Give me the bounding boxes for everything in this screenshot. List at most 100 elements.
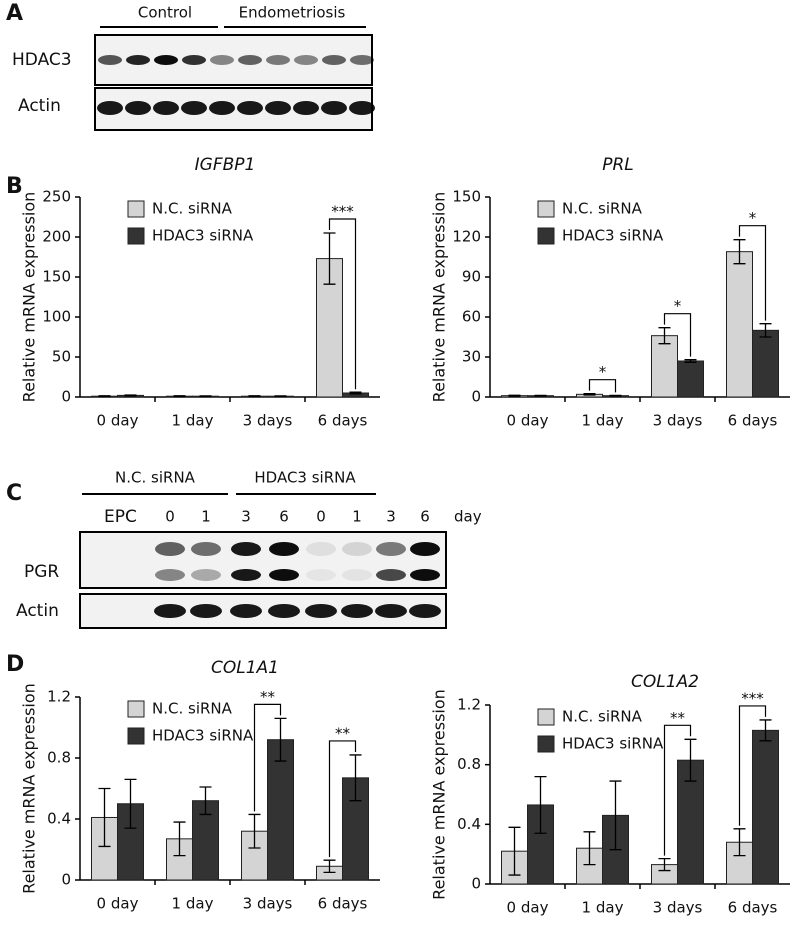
bar [752, 729, 779, 885]
day-label: 1 [352, 508, 362, 526]
band [268, 604, 300, 618]
blot-label: PGR [24, 562, 59, 582]
y-tick-label: 250 [42, 188, 71, 206]
error-bar [199, 786, 212, 816]
group-label: N.C. siRNA [115, 469, 196, 487]
legend-label: N.C. siRNA [152, 200, 233, 218]
error-bar [124, 394, 137, 397]
x-tick-label: 6 days [728, 899, 778, 917]
error-bar [534, 394, 547, 397]
x-tick-label: 1 day [582, 899, 624, 917]
significance-bracket [328, 218, 357, 390]
chart-title: COL1A2 [631, 672, 699, 692]
band [191, 542, 221, 556]
y-axis-label: Relative mRNA expression [20, 192, 39, 403]
x-tick-label: 0 day [97, 895, 139, 913]
significance-label: * [674, 297, 682, 315]
y-axis-label: Relative mRNA expression [430, 192, 449, 403]
band [231, 569, 261, 581]
band [294, 55, 318, 65]
blot-label: Actin [16, 601, 59, 621]
y-axis-label: Relative mRNA expression [430, 689, 449, 900]
y-tick-label: 100 [42, 308, 71, 326]
y-tick-label: 0 [61, 388, 71, 406]
error-bar [98, 395, 111, 398]
significance-label: *** [331, 203, 354, 221]
band [231, 542, 261, 556]
band [98, 55, 122, 65]
error-bar [173, 395, 186, 398]
legend-swatch [537, 708, 555, 726]
error-bar [508, 394, 521, 397]
x-tick-label: 6 days [728, 412, 778, 430]
day-label: 6 [279, 508, 289, 526]
y-tick-label: 120 [452, 228, 481, 246]
band [182, 55, 206, 65]
panel-label: D [6, 652, 24, 677]
band [350, 55, 374, 65]
legend-swatch [127, 200, 145, 218]
error-bar [609, 780, 622, 851]
band [155, 569, 185, 581]
chart-title: IGFBP1 [195, 155, 256, 175]
x-tick-label: 1 day [172, 895, 214, 913]
y-tick-label: 50 [52, 348, 71, 366]
blot [79, 531, 447, 589]
band [181, 101, 207, 115]
band [269, 542, 299, 556]
band [269, 569, 299, 581]
error-bar [583, 393, 596, 396]
x-tick-label: 6 days [318, 412, 368, 430]
error-bar [609, 394, 622, 397]
legend-label: N.C. siRNA [562, 708, 643, 726]
y-tick-label: 60 [462, 308, 481, 326]
band [376, 542, 406, 556]
y-tick-label: 0 [471, 388, 481, 406]
band [322, 55, 346, 65]
y-tick-label: 150 [42, 268, 71, 286]
legend-swatch [127, 227, 145, 245]
band [238, 55, 262, 65]
y-tick-label: 0 [61, 871, 71, 889]
error-bar [583, 831, 596, 866]
x-tick-label: 3 days [243, 412, 293, 430]
band [265, 101, 291, 115]
significance-bracket [738, 705, 767, 826]
x-tick-label: 3 days [653, 899, 703, 917]
band [306, 542, 336, 556]
bar [726, 251, 753, 398]
day-label: 0 [316, 508, 326, 526]
band [97, 101, 123, 115]
error-bar [759, 323, 772, 338]
significance-bracket [328, 740, 357, 858]
band [191, 569, 221, 581]
group-label: Endometriosis [239, 4, 346, 22]
day-label: 1 [201, 508, 211, 526]
x-tick-label: 1 day [582, 412, 624, 430]
error-bar [508, 826, 521, 876]
legend-swatch [537, 200, 555, 218]
blot-label: Actin [18, 96, 61, 116]
significance-bracket [738, 225, 767, 321]
y-tick-label: 0 [471, 875, 481, 893]
bar [677, 360, 704, 398]
significance-label: * [749, 209, 757, 227]
band [341, 604, 373, 618]
band [190, 604, 222, 618]
significance-label: ** [335, 724, 351, 742]
band [237, 101, 263, 115]
error-bar [733, 239, 746, 265]
bar [576, 847, 603, 885]
bar [651, 335, 678, 398]
band [376, 569, 406, 581]
significance-bracket [663, 724, 692, 856]
band [410, 542, 440, 556]
error-bar [684, 738, 697, 782]
band [266, 55, 290, 65]
error-bar [534, 775, 547, 834]
group-label: Control [138, 4, 192, 22]
band [305, 604, 337, 618]
chart-title: PRL [602, 155, 634, 175]
band [342, 569, 372, 581]
